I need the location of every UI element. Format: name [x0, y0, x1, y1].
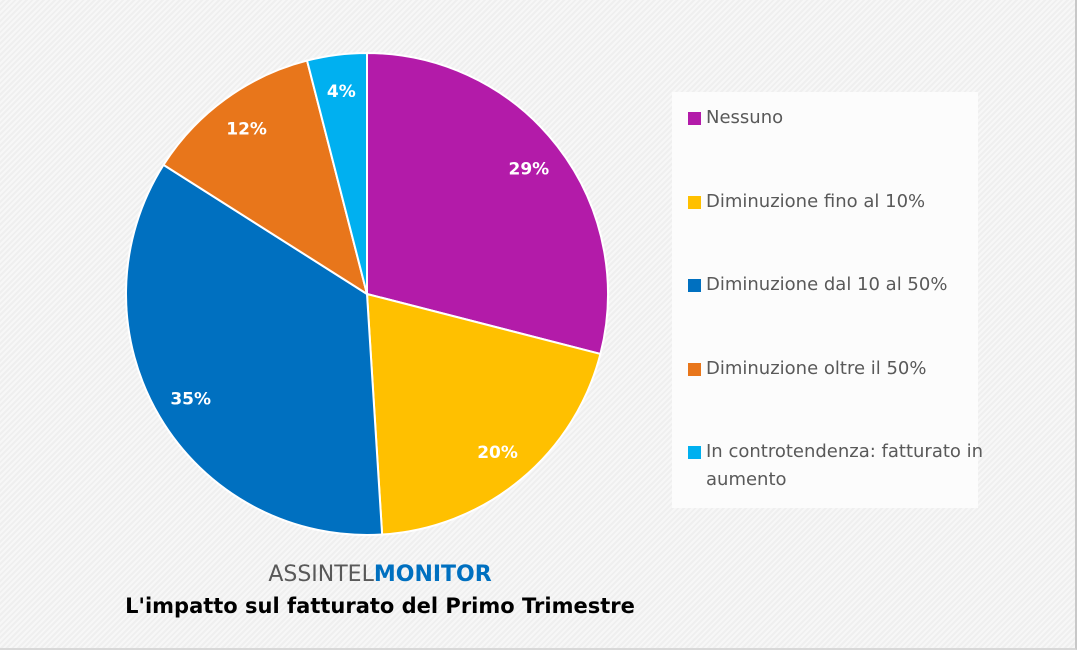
pie-chart: 29% 20% 35% 12% 4% — [125, 51, 609, 536]
legend-item: Nessuno — [688, 104, 991, 132]
legend-label: In controtendenza: fatturato in aumento — [706, 441, 984, 490]
legend-item: Diminuzione fino al 10% — [688, 188, 991, 216]
chart-title: L'impatto sul fatturato del Primo Trimes… — [125, 594, 635, 618]
data-label: 4% — [327, 82, 356, 102]
legend-label: Diminuzione fino al 10% — [706, 190, 926, 212]
legend-label: Diminuzione dal 10 al 50% — [706, 274, 948, 295]
data-label: 29% — [509, 159, 550, 179]
pie-slice — [365, 292, 602, 536]
data-label: 35% — [170, 389, 211, 409]
brand-suffix: MONITOR — [373, 562, 492, 587]
pie-slice — [162, 59, 369, 297]
legend-label: Diminuzione oltre il 50% — [706, 357, 927, 379]
legend-swatch — [688, 446, 701, 459]
legend-item: Diminuzione oltre il 50% — [688, 355, 991, 383]
brand-prefix: ASSINTEL — [268, 562, 374, 587]
pie-slice — [125, 163, 384, 536]
brand-logo: ASSINTELMONITOR — [0, 562, 760, 587]
legend-swatch — [688, 279, 701, 292]
legend-swatch — [688, 362, 701, 376]
legend: Nessuno Diminuzione fino al 10% Diminuzion… — [672, 92, 983, 508]
legend-swatch — [688, 112, 701, 125]
data-label: 20% — [477, 443, 518, 463]
data-label: 12% — [226, 119, 267, 139]
pie-slice — [366, 51, 609, 356]
pie-slice — [305, 51, 368, 295]
legend-swatch — [688, 195, 701, 209]
legend-label: Nessuno — [706, 107, 784, 128]
legend-item: In controtendenza: fatturato in aumento — [688, 438, 991, 494]
legend-item: Diminuzione dal 10 al 50% — [688, 271, 991, 299]
